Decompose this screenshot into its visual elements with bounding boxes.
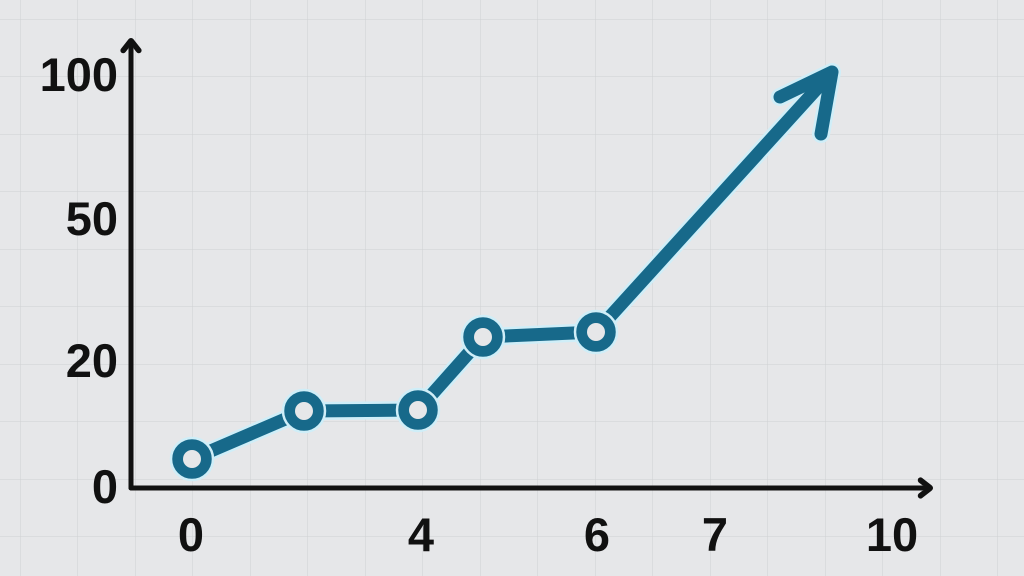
svg-text:100: 100 (40, 48, 118, 101)
svg-text:7: 7 (702, 508, 728, 561)
svg-text:6: 6 (584, 508, 610, 561)
svg-text:0: 0 (92, 460, 118, 513)
svg-text:4: 4 (408, 508, 434, 561)
svg-text:20: 20 (66, 334, 118, 387)
svg-text:10: 10 (866, 508, 918, 561)
svg-text:50: 50 (66, 192, 118, 245)
svg-text:0: 0 (178, 508, 204, 561)
